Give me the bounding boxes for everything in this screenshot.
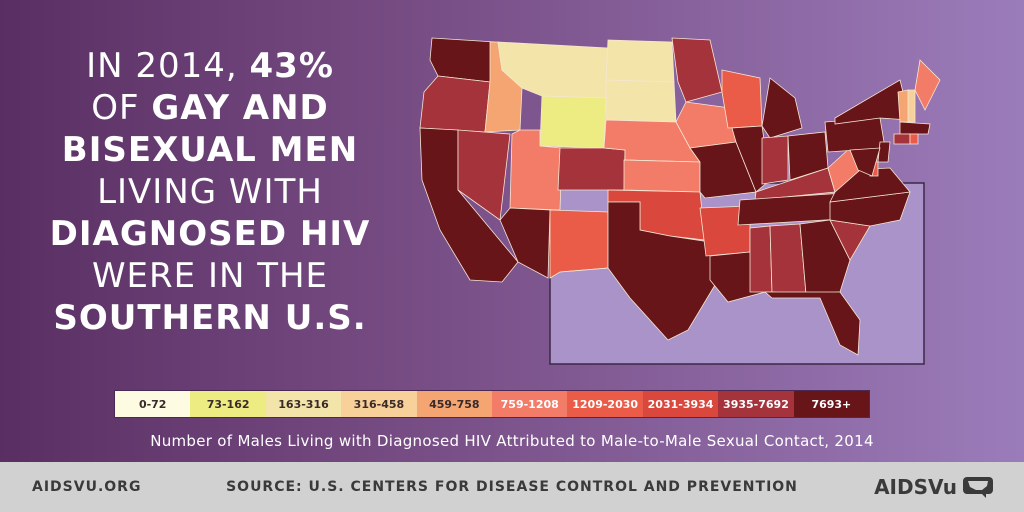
aidsvu-logo: AIDSVu: [874, 475, 994, 499]
headline-line: DIAGNOSED HIV: [30, 213, 390, 255]
legend-bin: 459-758: [416, 391, 493, 417]
headline-line: WERE IN THE: [30, 255, 390, 297]
state-KS: [623, 159, 701, 193]
headline-line: BISEXUAL MEN: [30, 129, 390, 171]
us-map-logo-icon: [963, 477, 993, 498]
legend-bin: 163-316: [265, 391, 342, 417]
footer: AIDSVU.ORG SOURCE: U.S. CENTERS FOR DISE…: [0, 462, 1024, 512]
headline-segment: DIAGNOSED HIV: [49, 214, 371, 254]
legend-bin: 759-1208: [492, 391, 568, 417]
state-IN: [761, 135, 789, 185]
state-ME: [914, 59, 941, 111]
state-AZ: [499, 207, 551, 279]
state-MD: [849, 147, 881, 177]
map-caption: Number of Males Living with Diagnosed HI…: [150, 432, 874, 450]
headline-segment: IN 2014,: [86, 46, 250, 86]
state-WY: [539, 95, 607, 149]
state-CT: [893, 133, 911, 145]
headline-segment: SOUTHERN U.S.: [53, 298, 367, 338]
state-PA: [824, 117, 886, 153]
logo-text: AIDSVu: [874, 475, 957, 499]
state-NJ: [877, 141, 891, 163]
headline-segment: GAY AND: [151, 88, 329, 128]
legend-bar: 0-72 73-162 163-316 316-458 459-758 759-1208 1…: [114, 390, 870, 418]
state-IL: [731, 125, 771, 193]
legend-bin: 316-458: [341, 391, 417, 417]
headline-segment: OF: [91, 88, 152, 128]
headline-segment: WERE IN THE: [91, 256, 329, 296]
state-NY: [834, 79, 911, 125]
site-url[interactable]: AIDSVU.ORG: [32, 479, 142, 495]
state-MS: [749, 225, 773, 293]
state-GA: [799, 219, 851, 295]
state-SD: [605, 79, 677, 123]
state-OR: [419, 75, 491, 133]
state-NH: [907, 89, 916, 123]
headline-line: SOUTHERN U.S.: [30, 297, 390, 339]
state-VT: [897, 89, 909, 123]
legend-bin: 3935-7692: [718, 391, 794, 417]
source-credit: SOURCE: U.S. CENTERS FOR DISEASE CONTROL…: [226, 479, 798, 495]
map-svg: [419, 37, 941, 365]
state-WA: [429, 37, 496, 83]
headline-line: IN 2014, 43%: [30, 45, 390, 87]
headline-segment: BISEXUAL MEN: [61, 130, 359, 170]
state-WI: [721, 69, 763, 129]
headline-line: OF GAY AND: [30, 87, 390, 129]
legend-bin: 1209-2030: [567, 391, 643, 417]
state-MI: [761, 77, 803, 139]
headline-segment: 43%: [249, 46, 334, 86]
us-choropleth-map: [410, 30, 970, 370]
legend-bin: 0-72: [115, 391, 191, 417]
state-MN: [671, 37, 723, 103]
state-RI: [909, 133, 919, 145]
legend-bin: 7693+: [793, 391, 870, 417]
state-NM: [549, 209, 609, 279]
legend-bin: 73-162: [190, 391, 266, 417]
headline-line: LIVING WITH: [30, 171, 390, 213]
state-MA: [899, 121, 931, 135]
headline-segment: LIVING WITH: [97, 172, 323, 212]
state-TX: [559, 201, 719, 341]
state-FL: [763, 291, 861, 356]
legend-bin: 2031-3934: [642, 391, 719, 417]
states-layer: [419, 37, 941, 356]
headline: IN 2014, 43% OF GAY AND BISEXUAL MEN LIVING…: [30, 45, 390, 339]
state-CO: [557, 147, 626, 191]
state-ND: [605, 39, 675, 83]
